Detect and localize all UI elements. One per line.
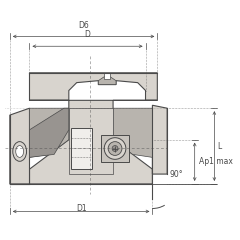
Polygon shape <box>30 108 69 157</box>
Ellipse shape <box>16 146 24 157</box>
Text: 90°: 90° <box>169 170 183 179</box>
Polygon shape <box>98 77 116 85</box>
Polygon shape <box>30 73 157 100</box>
FancyBboxPatch shape <box>71 128 92 169</box>
Text: D6: D6 <box>78 21 89 30</box>
Polygon shape <box>113 108 152 157</box>
Polygon shape <box>30 100 157 184</box>
Circle shape <box>108 142 122 155</box>
Polygon shape <box>30 108 69 157</box>
Text: D1: D1 <box>76 204 86 213</box>
Polygon shape <box>152 105 167 174</box>
Polygon shape <box>69 108 113 174</box>
Ellipse shape <box>13 142 27 161</box>
Polygon shape <box>104 73 110 79</box>
Circle shape <box>104 138 126 159</box>
Text: L: L <box>217 142 222 150</box>
Circle shape <box>112 146 118 151</box>
Polygon shape <box>10 108 30 184</box>
FancyBboxPatch shape <box>101 135 129 162</box>
Text: Ap1 max: Ap1 max <box>199 157 233 166</box>
Text: D: D <box>84 30 90 39</box>
